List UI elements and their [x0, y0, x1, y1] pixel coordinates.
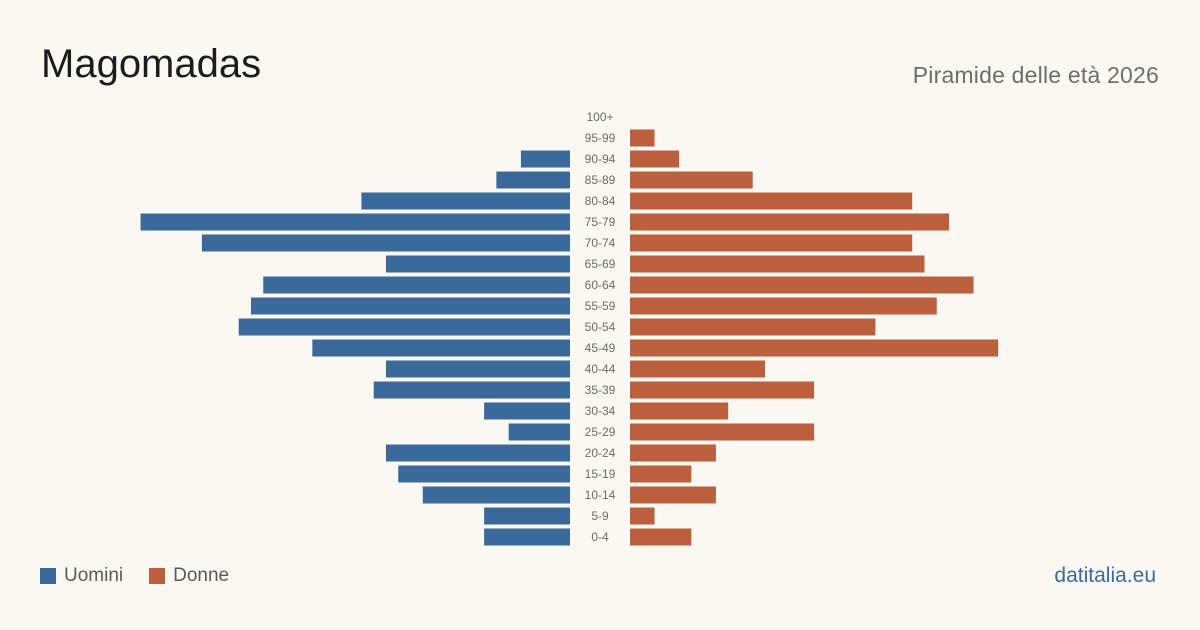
age-tick-label: 100+: [586, 110, 613, 124]
bar-men-70-74: [201, 234, 570, 252]
bar-women-70-74: [630, 234, 913, 252]
bar-women-10-14: [630, 486, 716, 504]
bar-men-30-34: [484, 402, 570, 420]
bar-men-85-89: [496, 171, 570, 189]
age-tick-label: 25-29: [585, 425, 616, 439]
age-tick-label: 50-54: [585, 320, 616, 334]
legend-label-men: Uomini: [64, 565, 124, 586]
age-tick-label: 45-49: [585, 341, 616, 355]
chart-subtitle: Piramide delle età 2026: [912, 62, 1159, 88]
legend-item-women: Donne: [149, 565, 229, 587]
bar-men-75-79: [140, 213, 571, 231]
age-tick-label: 40-44: [585, 362, 616, 376]
bar-men-25-29: [508, 423, 570, 441]
bar-women-55-59: [630, 297, 937, 315]
age-tick-label: 65-69: [585, 257, 616, 271]
bar-men-0-4: [484, 528, 570, 546]
age-tick-label: 55-59: [585, 299, 616, 313]
age-tick-label: 90-94: [585, 152, 616, 166]
bar-women-35-39: [630, 381, 815, 399]
bar-women-30-34: [630, 402, 729, 420]
bar-men-50-54: [238, 318, 570, 336]
bar-men-35-39: [373, 381, 570, 399]
legend-label-women: Donne: [173, 565, 230, 586]
legend-swatch-men: [40, 568, 56, 584]
age-tick-label: 80-84: [585, 194, 616, 208]
bar-men-45-49: [312, 339, 570, 357]
bar-women-5-9: [630, 507, 655, 525]
bar-women-0-4: [630, 528, 692, 546]
page-title: Magomadas: [41, 42, 262, 86]
bar-men-5-9: [484, 507, 570, 525]
bar-men-80-84: [361, 192, 570, 210]
age-tick-label: 15-19: [585, 467, 616, 481]
bar-men-65-69: [385, 255, 570, 273]
age-tick-label: 70-74: [585, 236, 616, 250]
bar-women-85-89: [630, 171, 753, 189]
bar-women-65-69: [630, 255, 925, 273]
age-tick-label: 35-39: [585, 383, 616, 397]
age-tick-label: 0-4: [591, 530, 609, 544]
bar-women-90-94: [630, 150, 680, 168]
age-tick-label: 30-34: [585, 404, 616, 418]
bar-men-90-94: [520, 150, 570, 168]
bar-men-40-44: [385, 360, 570, 378]
bar-women-95-99: [630, 129, 655, 147]
age-tick-label: 20-24: [585, 446, 616, 460]
legend-swatch-women: [149, 568, 166, 584]
bar-women-40-44: [630, 360, 765, 378]
bar-women-15-19: [630, 465, 692, 483]
age-tick-label: 60-64: [585, 278, 616, 292]
bar-men-60-64: [263, 276, 570, 294]
legend-item-men: Uomini: [40, 565, 123, 587]
age-tick-label: 5-9: [591, 509, 609, 523]
bar-men-10-14: [422, 486, 570, 504]
population-pyramid-chart: 100+ 95-99 90-94 85-89 80-84 75-79 70-74 65-69 6…: [140, 110, 999, 546]
age-tick-label: 85-89: [585, 173, 616, 187]
bar-women-20-24: [630, 444, 716, 462]
bar-women-45-49: [630, 339, 999, 357]
age-tick-label: 95-99: [585, 131, 616, 145]
bar-men-55-59: [250, 297, 571, 315]
age-tick-label: 10-14: [585, 488, 616, 502]
source-link[interactable]: datitalia.eu: [1054, 564, 1156, 587]
bar-women-60-64: [630, 276, 974, 294]
age-tick-label: 75-79: [585, 215, 616, 229]
legend: Uomini Donne: [40, 565, 255, 587]
bar-men-20-24: [385, 444, 570, 462]
bar-women-75-79: [630, 213, 950, 231]
bar-women-25-29: [630, 423, 815, 441]
bar-men-15-19: [398, 465, 570, 483]
bar-women-50-54: [630, 318, 876, 336]
bar-women-80-84: [630, 192, 913, 210]
